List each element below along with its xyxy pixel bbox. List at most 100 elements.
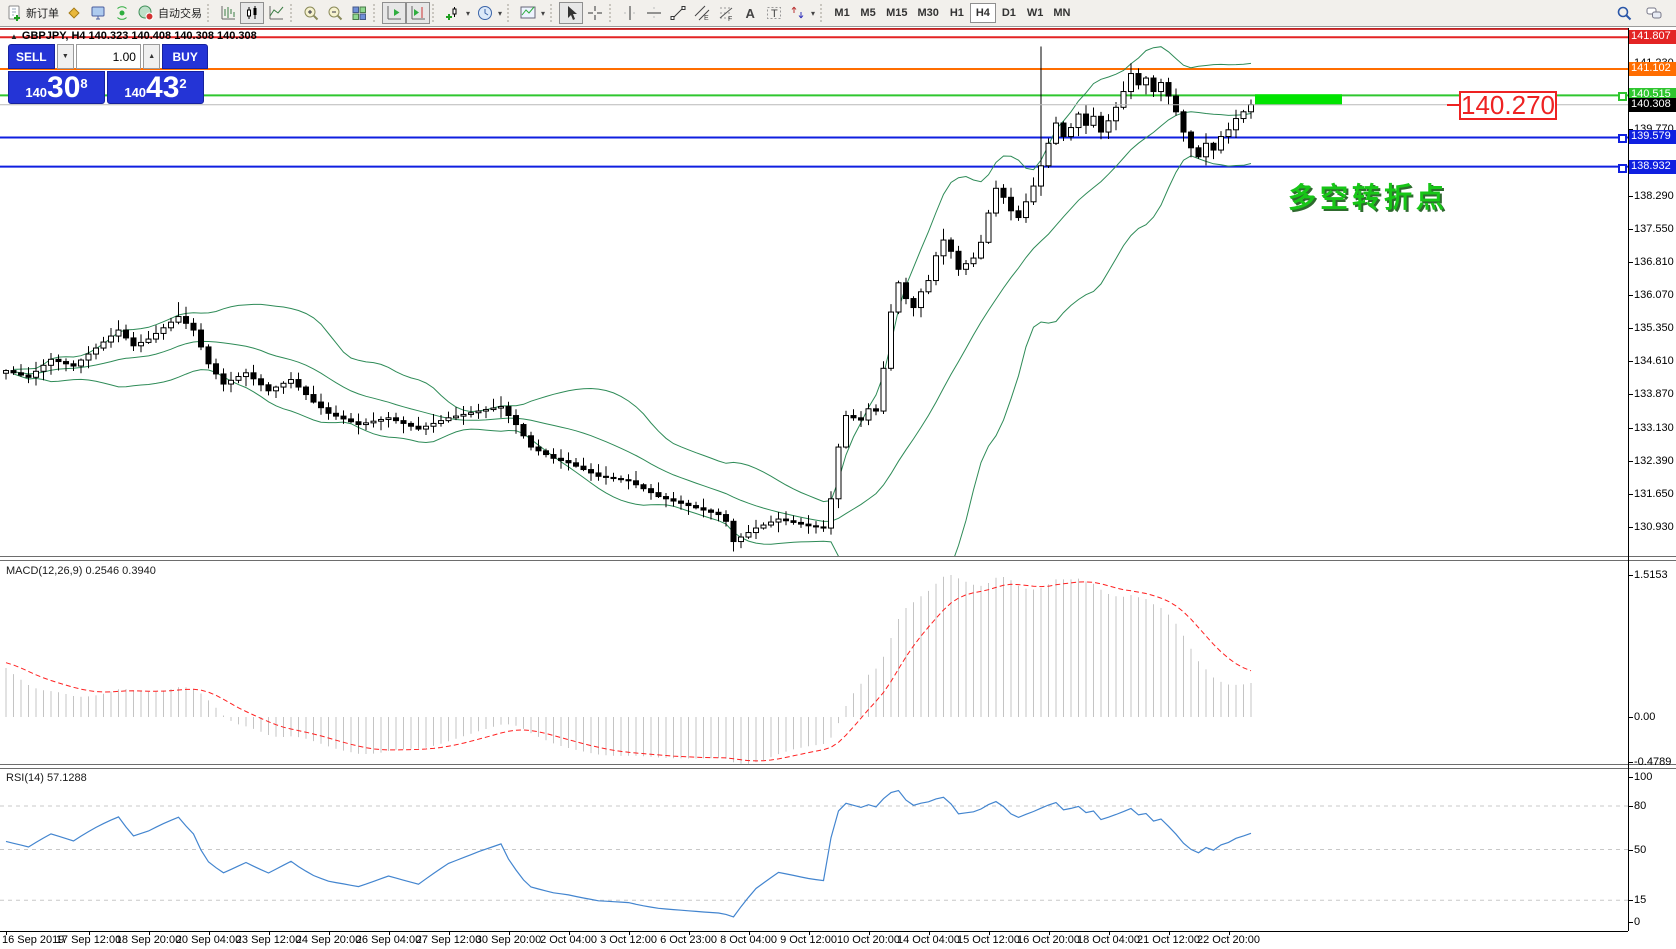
- axis-tick-label: 136.070: [1634, 289, 1674, 302]
- text-label-button[interactable]: T: [762, 2, 786, 24]
- buy-button[interactable]: BUY: [162, 44, 209, 69]
- signals-button[interactable]: [110, 2, 134, 24]
- time-tick-label: 3 Oct 12:00: [600, 934, 657, 946]
- axis-tick-label: 131.650: [1634, 488, 1674, 501]
- arrows-button[interactable]: ▾: [786, 2, 818, 24]
- buy-price-display[interactable]: 140 43 2: [107, 71, 204, 104]
- timeframe-h4[interactable]: H4: [969, 3, 996, 23]
- rsi-panel-splitter[interactable]: [0, 764, 1676, 769]
- chinese-note-text[interactable]: 多空转折点: [1288, 182, 1449, 213]
- market-watch-button[interactable]: [86, 2, 110, 24]
- time-tick-label: 2 Oct 04:00: [540, 934, 597, 946]
- crosshair-icon: [586, 4, 604, 22]
- axis-tick: [1628, 128, 1633, 130]
- zoom-out-button[interactable]: [323, 2, 347, 24]
- trendline-button[interactable]: [666, 2, 690, 24]
- new-order-button[interactable]: 新订单: [2, 2, 62, 24]
- chart-title: ▲ GBPJPY, H4 140.323 140.408 140.308 140.…: [10, 30, 257, 42]
- axis-tick: [1628, 849, 1633, 851]
- metaeditor-button[interactable]: [62, 2, 86, 24]
- text-button[interactable]: A: [738, 2, 762, 24]
- channel-button[interactable]: E: [690, 2, 714, 24]
- axis-tick: [1628, 526, 1633, 528]
- timeframe-d1[interactable]: D1: [996, 3, 1022, 23]
- time-tick: [148, 931, 150, 935]
- diamond-icon: [65, 4, 83, 22]
- price-callout-label[interactable]: 140.270: [1459, 91, 1557, 120]
- chat-button[interactable]: [1642, 2, 1666, 24]
- vertical-line-button[interactable]: [618, 2, 642, 24]
- timeframe-h1[interactable]: H1: [944, 3, 970, 23]
- timeframe-w1[interactable]: W1: [1022, 3, 1049, 23]
- sell-price-display[interactable]: 140 30 8: [8, 71, 105, 104]
- zoom-in-button[interactable]: [299, 2, 323, 24]
- auto-scroll-button[interactable]: [382, 2, 406, 24]
- macd-panel-canvas[interactable]: [0, 561, 1628, 764]
- timeframe-m1[interactable]: M1: [829, 3, 855, 23]
- sell-button[interactable]: SELL: [8, 44, 55, 69]
- axis-tick-label: 0.00: [1634, 711, 1656, 723]
- time-tick-label: 22 Oct 20:00: [1197, 934, 1260, 946]
- hline-handle[interactable]: [1618, 163, 1627, 173]
- time-tick-label: 27 Sep 12:00: [415, 934, 482, 946]
- time-tick-label: 26 Sep 04:00: [355, 934, 422, 946]
- templates-button[interactable]: ▾: [516, 2, 548, 24]
- axis-tick: [1628, 394, 1633, 396]
- axis-tick-label: 1.5153: [1634, 569, 1668, 582]
- time-tick: [448, 931, 450, 935]
- cursor-button[interactable]: [559, 2, 584, 24]
- toolbar: 新订单 自动交易 ▾ ▾ ▾ E F A T ▾ M1 M5 M15 M30 H1 H4 D1 W1 MN: [0, 0, 1676, 27]
- time-tick: [6, 931, 7, 935]
- sell-price-big: 30: [47, 71, 81, 104]
- bar-chart-button[interactable]: [216, 2, 240, 24]
- time-tick: [88, 931, 90, 935]
- crosshair-button[interactable]: [583, 2, 607, 24]
- time-tick-label: 24 Sep 20:00: [295, 934, 362, 946]
- search-button[interactable]: [1612, 2, 1636, 24]
- rsi-panel-canvas[interactable]: [0, 769, 1628, 931]
- toolbar-group-grip: [550, 4, 555, 22]
- volume-input[interactable]: [75, 44, 141, 69]
- tile-windows-button[interactable]: [347, 2, 371, 24]
- hline-handle[interactable]: [1618, 134, 1627, 144]
- price-callout-pointer: [1447, 104, 1459, 106]
- volume-decrease-button[interactable]: ▼: [56, 44, 74, 69]
- toolbar-group-grip: [207, 4, 212, 22]
- time-tick-label: 8 Oct 04:00: [720, 934, 777, 946]
- hline-handle[interactable]: [1618, 92, 1627, 102]
- candlestick-chart-button[interactable]: [240, 2, 264, 24]
- time-tick-label: 6 Oct 23:00: [660, 934, 717, 946]
- timeframe-m15[interactable]: M15: [881, 3, 912, 23]
- axis-tick: [1628, 777, 1633, 778]
- toolbar-group-grip: [820, 4, 825, 22]
- current-price-tag: 140.308: [1629, 97, 1676, 112]
- dropdown-caret-icon: ▾: [466, 8, 471, 18]
- fibonacci-button[interactable]: F: [714, 2, 738, 24]
- zoom-in-icon: [302, 4, 320, 22]
- toolbar-group-grip: [609, 4, 614, 22]
- hline-price-tag: 138.932: [1629, 159, 1676, 174]
- line-chart-button[interactable]: [264, 2, 288, 24]
- timeframe-m30[interactable]: M30: [912, 3, 943, 23]
- axis-tick: [1628, 717, 1633, 718]
- broadcast-icon: [113, 4, 131, 22]
- timeframe-mn[interactable]: MN: [1048, 3, 1075, 23]
- axis-tick: [1628, 327, 1633, 329]
- new-chart-button[interactable]: ▾: [441, 2, 473, 24]
- macd-panel-splitter[interactable]: [0, 556, 1676, 561]
- time-tick: [748, 931, 750, 935]
- volume-increase-button[interactable]: ▲: [142, 44, 161, 69]
- time-tick: [988, 931, 990, 935]
- time-tick: [808, 931, 810, 935]
- main-chart-canvas[interactable]: [0, 28, 1628, 556]
- collapse-triangle-icon[interactable]: ▲: [10, 32, 18, 41]
- autotrade-button[interactable]: 自动交易: [134, 2, 205, 24]
- time-tick-label: 10 Oct 20:00: [837, 934, 900, 946]
- textT-icon: T: [765, 4, 783, 22]
- axis-tick-label: 133.870: [1634, 388, 1674, 401]
- profiles-button[interactable]: ▾: [473, 2, 505, 24]
- chart-shift-button[interactable]: [406, 2, 430, 24]
- horizontal-line-button[interactable]: [642, 2, 666, 24]
- timeframe-m5[interactable]: M5: [855, 3, 881, 23]
